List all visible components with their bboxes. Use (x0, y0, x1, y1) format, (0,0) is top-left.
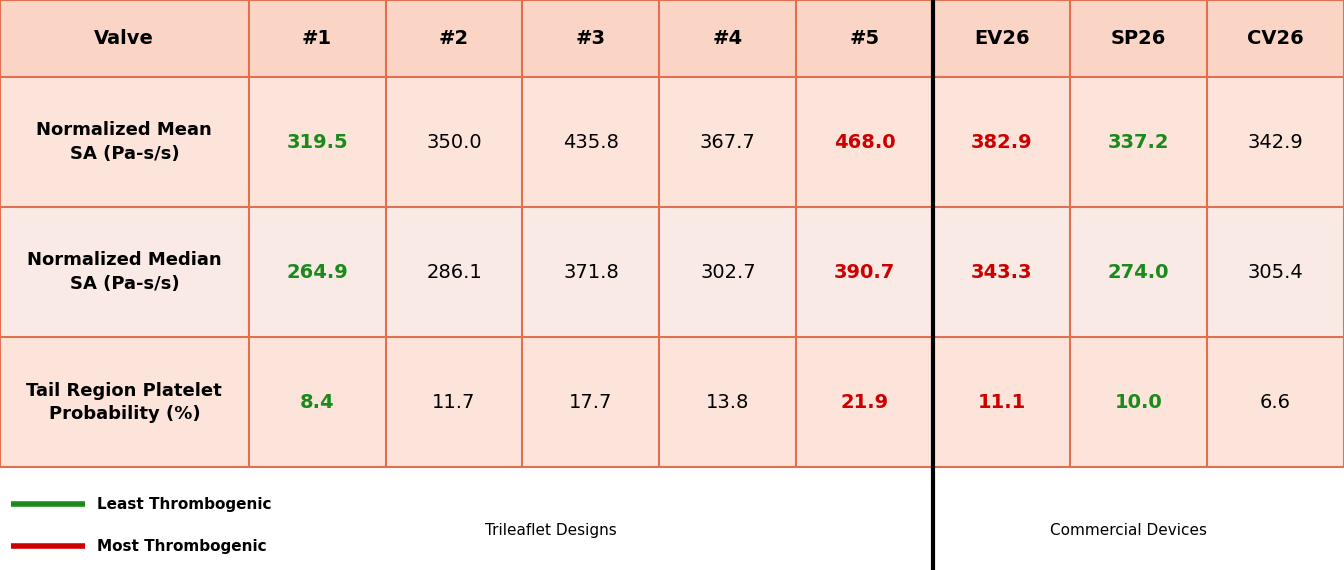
Text: 371.8: 371.8 (563, 263, 618, 282)
Bar (1207, 0, 1344, 77)
Bar (386, 0, 523, 77)
Text: 305.4: 305.4 (1247, 263, 1304, 282)
Text: 367.7: 367.7 (700, 132, 755, 152)
Bar (386, 77, 523, 207)
Text: 6.6: 6.6 (1261, 393, 1292, 412)
Text: Tail Region Platelet
Probability (%): Tail Region Platelet Probability (%) (27, 381, 222, 423)
Text: 342.9: 342.9 (1247, 132, 1304, 152)
Text: 10.0: 10.0 (1114, 393, 1163, 412)
Bar (523, 337, 660, 467)
Text: #2: #2 (439, 29, 469, 48)
Bar (933, 207, 1070, 337)
Bar (1070, 77, 1207, 207)
Bar (660, 77, 796, 207)
Bar (1070, 207, 1207, 337)
Bar (0, 207, 249, 337)
Bar (933, 77, 1070, 207)
Text: 13.8: 13.8 (706, 393, 750, 412)
Text: #1: #1 (302, 29, 332, 48)
Bar (523, 207, 660, 337)
Text: 343.3: 343.3 (970, 263, 1032, 282)
Bar (796, 77, 933, 207)
Text: 11.1: 11.1 (977, 393, 1025, 412)
Text: #4: #4 (712, 29, 743, 48)
Text: Least Thrombogenic: Least Thrombogenic (97, 497, 271, 512)
Bar (660, 0, 796, 77)
Bar (0, 0, 249, 77)
Bar (660, 337, 796, 467)
Bar (1070, 337, 1207, 467)
Text: Normalized Median
SA (Pa-s/s): Normalized Median SA (Pa-s/s) (27, 251, 222, 293)
Text: EV26: EV26 (974, 29, 1030, 48)
Text: CV26: CV26 (1247, 29, 1304, 48)
Bar (933, 337, 1070, 467)
Bar (386, 207, 523, 337)
Bar (249, 207, 386, 337)
Bar (933, 0, 1070, 77)
Bar (796, 337, 933, 467)
Text: 350.0: 350.0 (426, 132, 482, 152)
Bar (523, 77, 660, 207)
Bar (386, 337, 523, 467)
Bar (1207, 337, 1344, 467)
Text: 264.9: 264.9 (286, 263, 348, 282)
Text: 286.1: 286.1 (426, 263, 482, 282)
Text: 17.7: 17.7 (570, 393, 613, 412)
Text: 11.7: 11.7 (433, 393, 476, 412)
Text: 8.4: 8.4 (300, 393, 335, 412)
Text: #3: #3 (577, 29, 606, 48)
Bar (0, 77, 249, 207)
Text: 319.5: 319.5 (286, 132, 348, 152)
Text: SP26: SP26 (1111, 29, 1167, 48)
Text: 21.9: 21.9 (841, 393, 888, 412)
Bar (1207, 207, 1344, 337)
Bar (1207, 77, 1344, 207)
Text: 382.9: 382.9 (970, 132, 1032, 152)
Bar (796, 207, 933, 337)
Text: 337.2: 337.2 (1107, 132, 1169, 152)
Text: 274.0: 274.0 (1107, 263, 1169, 282)
Text: Most Thrombogenic: Most Thrombogenic (97, 539, 266, 553)
Bar (660, 207, 796, 337)
Text: Commercial Devices: Commercial Devices (1051, 523, 1207, 538)
Bar (1070, 0, 1207, 77)
Text: Normalized Mean
SA (Pa-s/s): Normalized Mean SA (Pa-s/s) (36, 121, 212, 163)
Bar (796, 0, 933, 77)
Bar (249, 77, 386, 207)
Bar (249, 337, 386, 467)
Bar (249, 0, 386, 77)
Bar (0, 337, 249, 467)
Bar (523, 0, 660, 77)
Text: 435.8: 435.8 (563, 132, 618, 152)
Text: #5: #5 (849, 29, 880, 48)
Text: 390.7: 390.7 (835, 263, 895, 282)
Text: 468.0: 468.0 (835, 132, 895, 152)
Text: 302.7: 302.7 (700, 263, 755, 282)
Text: Trileaflet Designs: Trileaflet Designs (485, 523, 617, 538)
Text: Valve: Valve (94, 29, 155, 48)
